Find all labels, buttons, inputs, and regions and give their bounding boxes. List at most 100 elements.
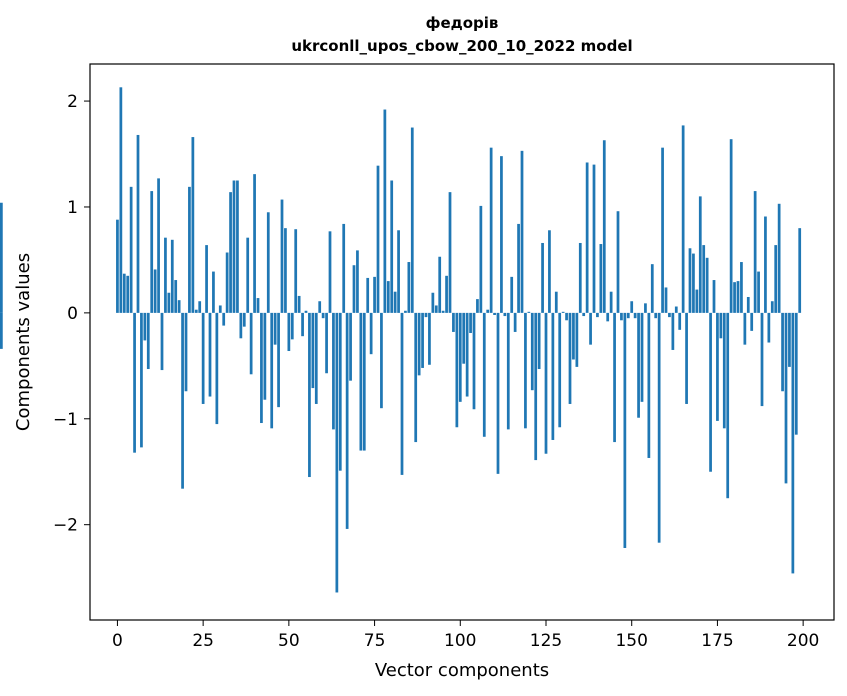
- bar: [167, 292, 171, 313]
- bar: [369, 312, 373, 355]
- bar: [510, 276, 514, 313]
- bar: [356, 250, 359, 313]
- bar: [709, 312, 712, 472]
- bar: [386, 281, 390, 313]
- bar: [722, 312, 726, 429]
- bar: [527, 311, 531, 313]
- bar: [119, 87, 123, 313]
- bar: [688, 248, 692, 313]
- bar: [441, 310, 445, 313]
- bar: [229, 192, 232, 313]
- bar: [201, 312, 205, 404]
- bar: [640, 312, 644, 402]
- bar: [589, 312, 592, 345]
- bar: [133, 312, 136, 453]
- x-tick-label: 200: [787, 631, 819, 651]
- bar: [424, 312, 428, 318]
- bar: [702, 245, 706, 313]
- bar: [777, 203, 781, 313]
- x-tick-label: 100: [444, 631, 476, 651]
- bar: [397, 230, 400, 313]
- bar: [157, 178, 160, 313]
- bar: [503, 312, 507, 317]
- bar: [479, 205, 483, 313]
- bar: [352, 265, 356, 313]
- bar: [150, 191, 154, 313]
- x-axis-label: Vector components: [375, 660, 549, 681]
- y-axis-ticks: −2 −1 0 1 2: [53, 92, 90, 536]
- bar: [537, 312, 541, 370]
- bar: [215, 312, 219, 425]
- bar: [520, 150, 524, 313]
- bar: [174, 280, 178, 313]
- x-tick-label: 150: [615, 631, 647, 651]
- bar: [668, 312, 671, 318]
- bar: [489, 147, 493, 313]
- bar: [0, 312, 3, 349]
- bar: [716, 312, 719, 421]
- bar: [798, 228, 802, 313]
- bar: [493, 312, 496, 315]
- bar: [277, 312, 280, 408]
- x-tick-label: 75: [364, 631, 386, 651]
- bar: [476, 299, 479, 313]
- bar: [685, 312, 688, 404]
- bar: [458, 312, 462, 402]
- bar: [362, 312, 366, 451]
- bar: [630, 301, 634, 313]
- bar: [266, 212, 270, 313]
- bar: [524, 312, 527, 429]
- bar: [345, 312, 349, 529]
- bar: [729, 139, 733, 313]
- bar: [482, 312, 486, 437]
- bar: [671, 312, 675, 350]
- bar: [225, 252, 229, 313]
- bar: [421, 312, 424, 368]
- bar: [554, 291, 558, 313]
- bar: [445, 275, 448, 313]
- bar: [338, 312, 342, 471]
- bar: [517, 223, 520, 313]
- y-axis-label: Components values: [13, 253, 34, 431]
- bar: [400, 312, 404, 475]
- bar: [434, 305, 438, 313]
- bar: [287, 312, 291, 352]
- bar: [736, 281, 740, 313]
- bar: [383, 109, 387, 313]
- bar: [740, 262, 743, 313]
- bar: [116, 219, 119, 313]
- bar: [770, 301, 774, 313]
- bar: [602, 140, 606, 313]
- bar: [407, 262, 411, 313]
- bar: [572, 312, 575, 360]
- bar: [647, 312, 651, 458]
- bar: [380, 312, 383, 409]
- bar: [301, 312, 304, 337]
- bar: [575, 312, 579, 367]
- bar: [249, 312, 253, 375]
- chart-subtitle: ukrconll_upos_cbow_200_10_2022 model: [291, 37, 632, 55]
- bar: [548, 230, 551, 313]
- bar: [472, 312, 476, 410]
- bar: [661, 147, 664, 313]
- bar: [448, 192, 452, 313]
- bar: [311, 312, 315, 389]
- bar: [160, 312, 164, 371]
- bar: [750, 312, 754, 331]
- bar: [692, 253, 695, 313]
- bar: [328, 231, 332, 313]
- bar: [153, 269, 157, 313]
- bar: [681, 125, 685, 313]
- bar: [232, 180, 236, 313]
- bar: [140, 312, 143, 448]
- bar: [359, 312, 363, 451]
- bar: [695, 289, 699, 313]
- bar: [753, 191, 757, 313]
- bar: [414, 312, 418, 443]
- bar: [764, 216, 767, 313]
- bar: [212, 271, 215, 313]
- bar: [705, 257, 709, 313]
- bar: [678, 312, 682, 330]
- bar: [246, 237, 250, 313]
- bar: [698, 196, 702, 313]
